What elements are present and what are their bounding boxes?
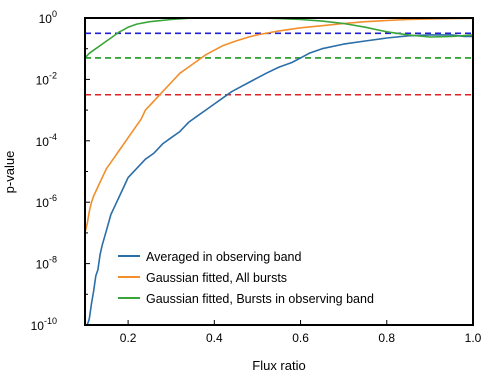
x-axis-label: Flux ratio [252, 358, 305, 373]
x-tick-label: 0.6 [292, 331, 309, 345]
y-tick-label: 10-2 [36, 70, 57, 87]
legend-label-2: Gaussian fitted, Bursts in observing ban… [146, 292, 374, 306]
x-tick-label: 0.4 [206, 331, 223, 345]
x-tick-label: 0.2 [120, 331, 137, 345]
series-line-0 [86, 34, 473, 325]
x-axis-ticks: 0.2 0.4 0.6 0.8 1.0 [120, 320, 482, 345]
legend-label-1: Gaussian fitted, All bursts [146, 271, 287, 285]
reference-lines [85, 32, 473, 96]
series-line-1 [85, 18, 473, 234]
series-line-2 [85, 18, 473, 59]
y-tick-label: 10-10 [31, 316, 57, 333]
y-axis-ticks: 100 10-2 10-4 10-6 10-8 10-10 [31, 9, 90, 333]
y-tick-label: 100 [39, 9, 57, 26]
x-tick-label: 0.8 [378, 331, 395, 345]
x-tick-label: 1.0 [465, 331, 482, 345]
y-tick-label: 10-4 [36, 132, 57, 149]
y-axis-label: p-value [2, 151, 17, 194]
y-tick-label: 10-6 [36, 193, 57, 210]
legend: Averaged in observing band Gaussian fitte… [118, 250, 374, 306]
y-tick-label: 10-8 [36, 255, 57, 272]
legend-label-0: Averaged in observing band [146, 250, 301, 264]
